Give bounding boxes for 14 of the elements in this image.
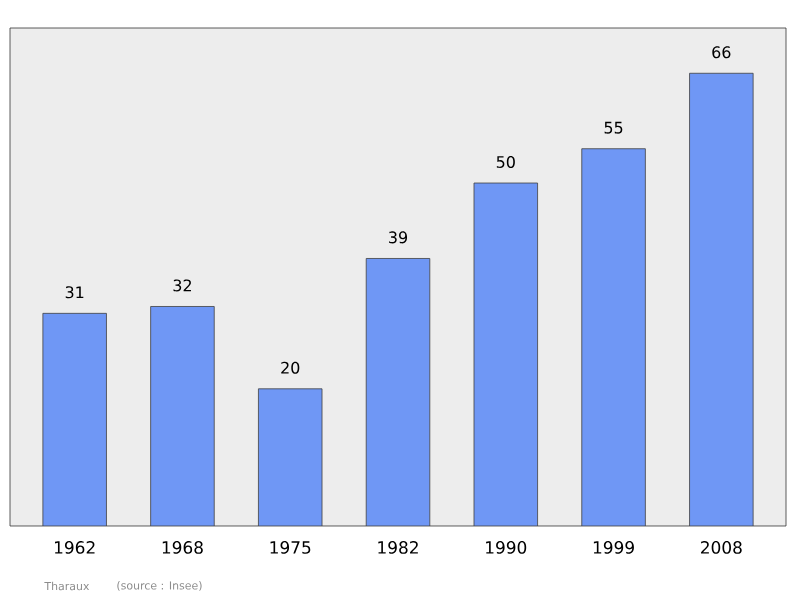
x-tick-label: 2008	[701, 541, 742, 554]
bar	[42, 312, 107, 526]
x-tick-label: 1975	[270, 541, 311, 554]
x-tick-label: 1990	[486, 541, 527, 554]
bar	[150, 306, 215, 526]
x-tick-label: 1968	[162, 541, 203, 554]
bar	[258, 388, 323, 526]
bar	[366, 258, 430, 526]
bar	[581, 148, 646, 526]
x-tick-label: 1999	[593, 541, 634, 554]
x-tick-label: 1982	[378, 541, 418, 554]
x-tick-label: 1962	[54, 541, 95, 554]
bar	[689, 72, 754, 526]
bar	[473, 182, 538, 526]
